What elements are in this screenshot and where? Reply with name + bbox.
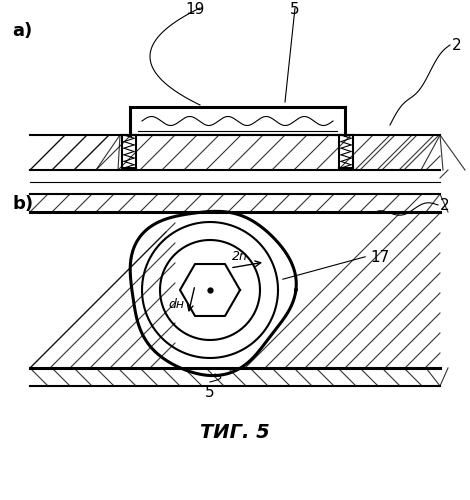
- Text: ΤИГ. 5: ΤИГ. 5: [200, 422, 270, 442]
- Text: dн: dн: [168, 298, 184, 311]
- Text: b): b): [12, 195, 33, 213]
- Text: 5: 5: [290, 2, 300, 17]
- Text: 17: 17: [370, 250, 389, 266]
- Text: 5: 5: [205, 385, 215, 400]
- Text: 2: 2: [440, 198, 450, 212]
- Text: 19: 19: [185, 2, 205, 17]
- Text: a): a): [12, 22, 32, 40]
- Text: 2n: 2n: [232, 250, 248, 263]
- Text: 2: 2: [452, 38, 462, 52]
